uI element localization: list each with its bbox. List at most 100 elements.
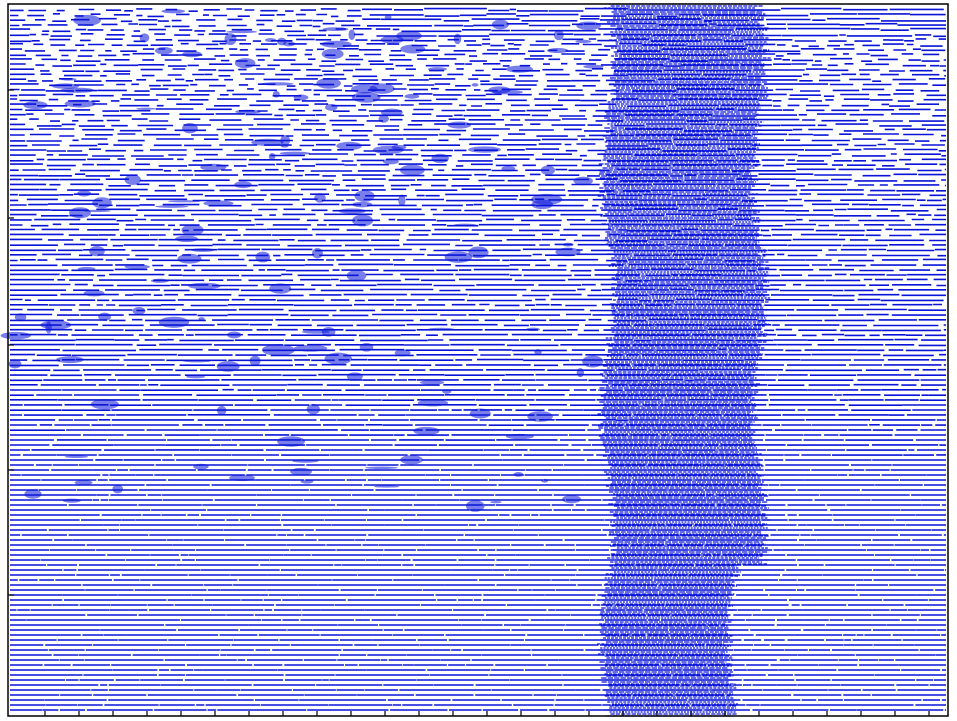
trace-blob: [63, 499, 81, 503]
trace-blob: [292, 460, 318, 463]
trace-blob: [65, 455, 89, 458]
trace-blob: [69, 207, 91, 218]
trace-blob: [226, 31, 257, 34]
trace-blob: [294, 94, 309, 100]
trace-blob: [277, 38, 286, 46]
trace-blob: [400, 45, 425, 54]
trace-blob: [420, 380, 444, 385]
trace-blob: [378, 115, 389, 123]
trace-blob: [454, 34, 461, 44]
trace-blob: [227, 331, 241, 338]
trace-blob: [89, 246, 105, 256]
trace-blob: [182, 51, 201, 57]
trace-blob: [370, 83, 395, 93]
trace-blob: [454, 224, 477, 227]
trace-blob: [77, 190, 91, 196]
trace-row: [10, 345, 946, 346]
trace-blob: [182, 123, 198, 133]
trace-blob: [576, 21, 601, 29]
trace-row: [10, 335, 946, 336]
trace-blob: [352, 92, 381, 103]
trace-blob: [428, 67, 447, 71]
trace-blob: [470, 409, 491, 419]
trace-blob: [84, 290, 105, 296]
trace-row: [10, 315, 946, 316]
trace-blob: [400, 165, 425, 176]
trace-blob: [56, 356, 84, 363]
trace-blob: [23, 101, 47, 109]
trace-blob: [582, 356, 603, 368]
trace-blob: [442, 389, 451, 393]
trace-blob: [468, 146, 501, 152]
trace-blob: [136, 108, 156, 110]
trace-blob: [527, 411, 553, 422]
trace-blob: [323, 27, 349, 31]
trace-row: [10, 340, 946, 341]
trace-blob: [73, 15, 101, 26]
trace-blob: [280, 152, 311, 155]
trace-row: [10, 390, 946, 391]
trace-blob: [506, 66, 533, 73]
trace-blob: [155, 47, 173, 54]
trace-blob: [112, 485, 123, 494]
trace-blob: [347, 372, 363, 380]
trace-blob: [321, 41, 351, 48]
trace-blob: [562, 495, 581, 503]
trace-blob: [265, 38, 276, 42]
trace-blob: [312, 248, 323, 259]
trace-blob: [191, 248, 215, 252]
trace-blob: [140, 33, 150, 42]
trace-blob: [352, 215, 373, 227]
trace-blob: [92, 197, 112, 208]
trace-blob: [322, 327, 336, 337]
trace-blob: [547, 48, 568, 53]
trace-blob: [200, 164, 226, 171]
trace-blob: [75, 480, 93, 485]
trace-blob: [385, 15, 392, 19]
trace-blob: [65, 100, 96, 108]
trace-blob: [260, 82, 294, 85]
trace-blob: [541, 479, 548, 483]
trace-blob: [186, 375, 205, 378]
trace-row: [10, 325, 946, 326]
trace-blob: [360, 343, 374, 352]
trace-blob: [448, 121, 472, 128]
trace-blob: [373, 146, 404, 154]
trace-blob: [61, 78, 77, 81]
trace-blob: [161, 9, 185, 13]
trace-row: [10, 370, 946, 371]
trace-blob: [290, 468, 312, 475]
trace-blob: [155, 205, 188, 208]
trace-blob: [159, 317, 189, 328]
trace-blob: [506, 434, 534, 439]
trace-blob: [125, 175, 141, 185]
trace-blob: [251, 139, 283, 146]
trace-blob: [562, 243, 573, 247]
trace-blob: [177, 254, 201, 264]
trace-blob: [15, 313, 27, 321]
trace-row: [10, 360, 946, 361]
trace-blob: [405, 94, 420, 99]
trace-blob: [168, 200, 201, 202]
trace-blob: [338, 208, 366, 213]
trace-blob: [45, 322, 51, 334]
trace-row: [10, 330, 946, 331]
trace-blob: [531, 200, 553, 209]
trace-blob: [229, 475, 255, 482]
trace-blob: [124, 264, 149, 269]
trace-blob: [472, 83, 479, 87]
trace-blob: [307, 404, 320, 415]
trace-blob: [575, 40, 591, 43]
trace-blob: [573, 177, 592, 186]
trace-blob: [492, 20, 509, 30]
trace-plot: [0, 0, 957, 721]
trace-blob: [413, 427, 439, 435]
trace-blob: [133, 307, 146, 315]
trace-blob: [225, 33, 237, 45]
trace-blob: [262, 344, 295, 356]
trace-blob: [577, 368, 584, 377]
trace-blob: [84, 210, 111, 212]
trace-blob: [181, 224, 203, 235]
trace-blob: [355, 190, 375, 202]
trace-blob: [400, 455, 423, 464]
